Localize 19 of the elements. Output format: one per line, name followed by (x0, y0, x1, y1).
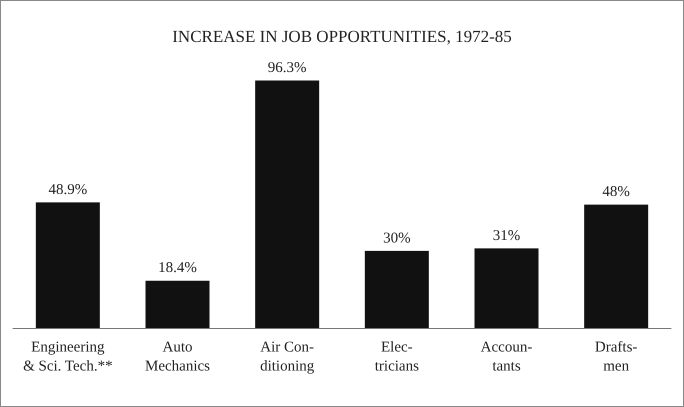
bar (364, 250, 429, 328)
bar (584, 204, 648, 328)
bar (36, 202, 100, 328)
data-label: 96.3% (268, 60, 307, 76)
x-tick-label: Engineering & Sci. Tech.** (23, 340, 113, 374)
data-label: 18.4% (158, 260, 197, 276)
data-label: 48% (602, 184, 630, 200)
data-label: 31% (492, 228, 520, 244)
x-tick-label: Accoun- tants (480, 340, 532, 374)
x-tick-label: Elec- tricians (374, 340, 420, 374)
data-label: 48.9% (48, 182, 88, 198)
bar (474, 248, 538, 328)
bar (255, 80, 320, 328)
bar (146, 280, 210, 328)
x-tick-label: Auto Mechanics (145, 340, 210, 374)
data-label: 30% (383, 230, 411, 246)
x-tick-label: Drafts- men (594, 340, 638, 374)
chart-title: INCREASE IN JOB OPPORTUNITIES, 1972-85 (172, 27, 512, 46)
x-tick-label: Air Con- ditioning (260, 340, 315, 374)
